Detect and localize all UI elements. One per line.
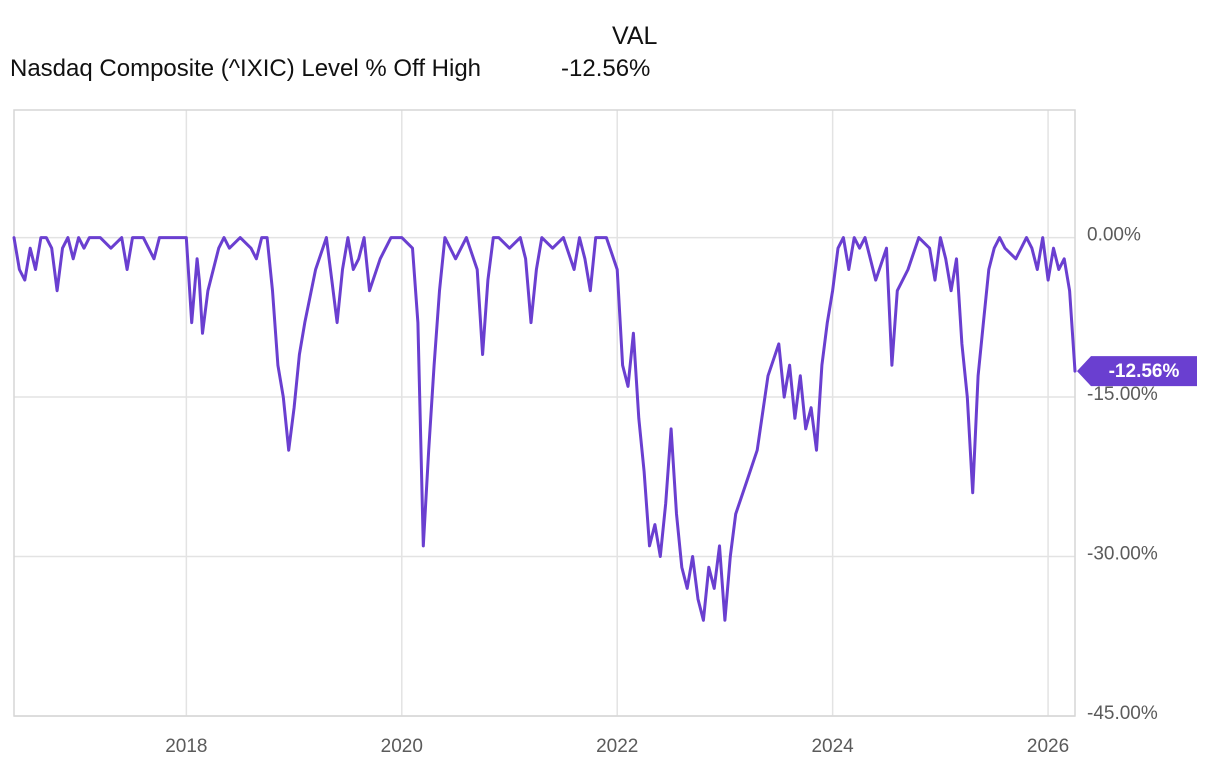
legend-column-header: VAL bbox=[612, 22, 658, 50]
x-tick-label: 2026 bbox=[1027, 736, 1069, 757]
x-tick-label: 2018 bbox=[165, 736, 207, 757]
y-tick-label: -30.00% bbox=[1087, 544, 1158, 565]
last-value-badge-shape bbox=[1077, 356, 1197, 387]
x-tick-label: 2020 bbox=[381, 736, 423, 757]
x-tick-label: 2024 bbox=[811, 736, 854, 757]
y-tick-label: 0.00% bbox=[1087, 225, 1141, 246]
series-line bbox=[12, 236, 1077, 622]
last-value-badge-text: -12.56% bbox=[1109, 361, 1180, 382]
y-tick-label: -15.00% bbox=[1087, 384, 1158, 405]
legend-series-value: -12.56% bbox=[561, 55, 651, 82]
plot-frame bbox=[13, 109, 1076, 717]
legend-series-name: Nasdaq Composite (^IXIC) Level % Off Hig… bbox=[10, 55, 482, 82]
grid-layer bbox=[14, 110, 1075, 717]
x-axis-ticks: 2018 2020 2022 2024 2026 bbox=[165, 736, 1069, 757]
y-axis-ticks: 0.00% -15.00% -30.00% -45.00% bbox=[1087, 225, 1158, 724]
last-value-badge: -12.56% bbox=[1077, 356, 1197, 387]
x-tick-label: 2022 bbox=[596, 736, 638, 757]
y-tick-label: -45.00% bbox=[1087, 703, 1158, 724]
